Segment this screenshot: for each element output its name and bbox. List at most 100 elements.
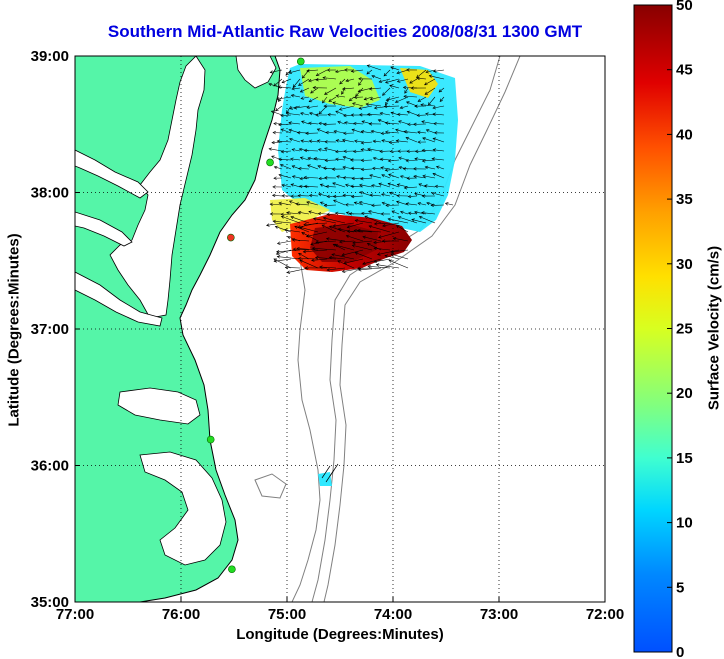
velocity-arrowhead — [368, 224, 373, 229]
velocity-arrowhead — [315, 72, 320, 76]
velocity-arrowhead — [278, 173, 282, 178]
colorbar-tick-label: 0 — [676, 644, 684, 659]
velocity-arrow — [337, 260, 355, 269]
velocity-arrowhead — [297, 193, 301, 198]
velocity-arrowhead — [335, 149, 339, 154]
velocity-arrowhead — [291, 87, 295, 91]
velocity-arrowhead — [380, 131, 385, 136]
velocity-arrowhead — [371, 74, 375, 79]
velocity-arrowhead — [272, 130, 276, 135]
velocity-arrowhead — [319, 265, 323, 269]
velocity-arrow — [314, 158, 328, 161]
velocity-arrowhead — [396, 200, 400, 204]
velocity-arrow — [270, 203, 283, 206]
velocity-arrow — [364, 96, 373, 100]
velocity-arrowhead — [323, 176, 328, 180]
velocity-arrow — [306, 105, 319, 109]
velocity-arrow — [371, 130, 382, 134]
velocity-arrow — [390, 249, 409, 253]
velocity-arrow — [300, 96, 310, 99]
velocity-arrow — [388, 159, 400, 162]
velocity-arrow — [374, 222, 391, 225]
velocity-arrowhead — [281, 80, 286, 84]
velocity-arrow — [331, 254, 355, 260]
velocity-arrow — [273, 220, 292, 224]
colorbar-tick-label: 35 — [676, 191, 693, 208]
velocity-arrowhead — [301, 120, 305, 124]
velocity-arrow — [335, 110, 346, 116]
velocity-arrowhead — [303, 175, 307, 180]
velocity-arrowhead — [290, 215, 294, 220]
velocity-arrowhead — [381, 174, 385, 178]
velocity-arrowhead — [273, 121, 277, 126]
velocity-arrowhead — [269, 212, 274, 216]
velocity-arrowhead — [344, 68, 348, 72]
x-axis-ticks: 77:00 76:00 75:00 74:00 73:00 72:00 — [56, 597, 624, 623]
velocity-arrowhead — [402, 85, 407, 90]
velocity-arrowhead — [378, 79, 383, 83]
velocity-arrow — [324, 87, 337, 95]
velocity-arrow — [317, 128, 328, 134]
velocity-arrowhead — [280, 212, 284, 216]
velocity-arrowhead — [407, 194, 412, 199]
velocity-arrow — [361, 168, 373, 170]
velocity-arrow — [388, 259, 409, 269]
velocity-arrowhead — [323, 203, 328, 208]
velocity-arrow — [361, 141, 373, 144]
velocity-arrowhead — [315, 240, 319, 244]
velocity-arrow — [322, 77, 337, 80]
velocity-arrowhead — [298, 147, 303, 152]
velocity-arrowhead — [326, 68, 331, 72]
x-tick-label: 73:00 — [480, 606, 518, 623]
velocity-arrow — [312, 247, 337, 251]
velocity-arrowhead — [319, 201, 324, 205]
velocity-arrow — [424, 78, 436, 86]
velocity-arrow — [300, 112, 310, 116]
velocity-arrow — [406, 159, 418, 162]
velocity-arrowhead — [405, 136, 410, 141]
velocity-arrow — [332, 182, 346, 188]
velocity-arrow — [343, 258, 364, 264]
velocity-arrowhead — [381, 139, 385, 143]
velocity-arrowhead — [276, 255, 281, 259]
velocity-arrowhead — [299, 259, 303, 263]
velocity-arrowhead — [322, 216, 327, 221]
velocity-arrowhead — [361, 211, 365, 216]
velocity-arrow — [369, 87, 382, 90]
velocity-arrowhead — [367, 264, 371, 269]
velocity-arrow — [353, 150, 364, 152]
velocity-arrowhead — [308, 78, 312, 83]
velocity-arrow — [389, 141, 400, 143]
velocity-arrow — [359, 201, 373, 206]
velocity-arrow — [380, 158, 391, 161]
velocity-arrowhead — [306, 201, 310, 205]
velocity-arrowhead — [290, 183, 295, 187]
velocity-arrowhead — [396, 70, 400, 75]
velocity-arrowhead — [425, 70, 429, 74]
velocity-arrow — [329, 225, 346, 233]
velocity-arrowhead — [288, 200, 293, 204]
velocity-arrowhead — [399, 175, 404, 179]
velocity-arrowhead — [406, 110, 411, 114]
velocity-arrow — [281, 128, 292, 134]
velocity-arrow — [333, 199, 346, 206]
velocity-arrow — [333, 222, 355, 227]
colorbar-tick-label: 25 — [676, 321, 693, 338]
velocity-arrowhead — [430, 203, 434, 208]
velocity-arrowhead — [339, 81, 343, 85]
velocity-arrowhead — [358, 82, 362, 86]
colorbar-tick-label: 15 — [676, 450, 693, 467]
isobath-loop — [254, 473, 287, 499]
velocity-arrowhead — [392, 236, 397, 241]
velocity-arrowhead — [273, 176, 277, 180]
velocity-arrow — [303, 222, 328, 226]
velocity-arrow — [433, 113, 445, 116]
velocity-arrowhead — [367, 210, 372, 214]
velocity-arrowhead — [432, 148, 437, 152]
velocity-arrowhead — [387, 217, 392, 222]
velocity-arrow — [374, 258, 391, 263]
velocity-arrowhead — [433, 122, 437, 126]
velocity-arrowhead — [365, 102, 369, 106]
velocity-arrowhead — [395, 225, 400, 229]
